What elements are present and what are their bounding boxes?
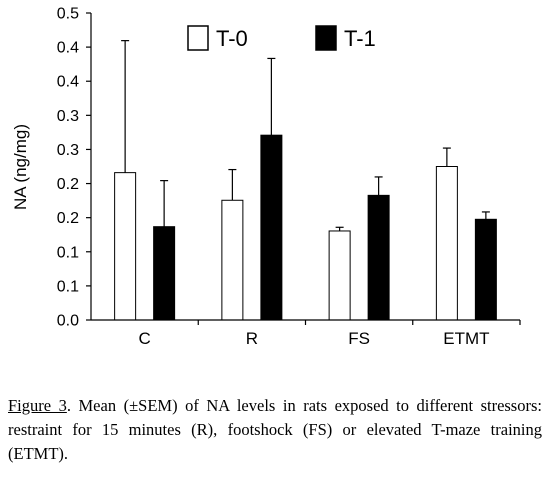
- bar-t-0: [114, 172, 137, 321]
- legend-swatch: [315, 25, 337, 51]
- y-tick-label: 0.0: [57, 313, 79, 330]
- y-tick-label: 0.3: [57, 142, 79, 159]
- bar-t-0: [435, 166, 458, 321]
- bar-t-1: [153, 226, 176, 321]
- y-tick-label: 0.4: [57, 40, 79, 57]
- y-tick-label: 0.2: [57, 210, 79, 227]
- y-tick-label: 0.5: [57, 6, 79, 23]
- y-tick-label: 0.4: [57, 74, 79, 91]
- caption-text: . Mean (±SEM) of NA levels in rats expos…: [8, 396, 542, 463]
- legend-label: T-0: [216, 26, 248, 51]
- legend: T-0 T-1: [187, 25, 376, 51]
- y-tick-label: 0.2: [57, 176, 79, 193]
- bar-t-0: [328, 230, 351, 321]
- bar-chart: 0.00.10.10.20.20.30.30.40.40.5 C R FS ETMT …: [11, 6, 521, 348]
- x-tick-label: FS: [348, 329, 370, 348]
- y-axis-title: NA (ng/mg): [11, 124, 30, 210]
- bar-t-1: [474, 218, 497, 321]
- legend-swatch: [187, 25, 209, 51]
- x-tick-label: C: [138, 329, 150, 348]
- y-tick-label: 0.3: [57, 108, 79, 125]
- y-tick-label: 0.1: [57, 278, 79, 295]
- figure-caption: Figure 3. Mean (±SEM) of NA levels in ra…: [8, 394, 542, 466]
- bars: [114, 40, 497, 321]
- x-axis-labels: C R FS ETMT: [138, 320, 521, 348]
- y-axis-ticks: 0.0 0.1 0.1 0.2 0.2 0.3 0.3 0.4 0.4 0.5: [57, 6, 91, 330]
- x-tick-label: ETMT: [443, 329, 489, 348]
- bar-t-0: [221, 199, 244, 321]
- figure-reference: Figure 3: [8, 396, 67, 415]
- bar-t-1: [260, 134, 283, 321]
- x-tick-label: R: [246, 329, 258, 348]
- legend-label: T-1: [344, 26, 376, 51]
- bar-t-1: [367, 194, 390, 321]
- y-tick-label: 0.1: [57, 244, 79, 261]
